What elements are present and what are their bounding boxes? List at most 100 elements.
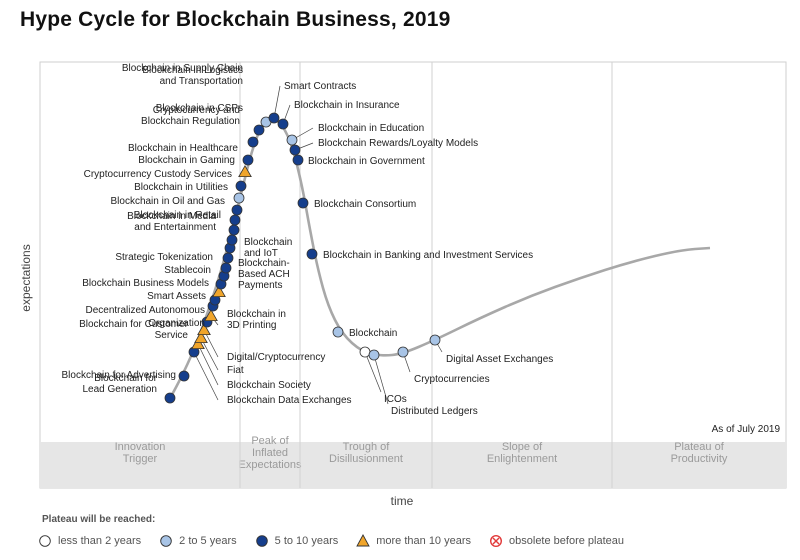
label-blockchain-in-insurance: Blockchain in Insurance bbox=[294, 100, 400, 111]
point-blockchain-and-iot bbox=[220, 262, 232, 274]
point-blockchain-consortium bbox=[297, 197, 309, 209]
label-blockchain-society: Blockchain Society bbox=[227, 380, 311, 391]
label-blockchain-in-media-and-entertainment: Blockchain in Media and Entertainment bbox=[127, 211, 216, 233]
point-blockchain-in-insurance bbox=[277, 118, 289, 130]
label-blockchain-consortium: Blockchain Consortium bbox=[314, 199, 416, 210]
point-blockchain-in-logistics-and-transportation bbox=[253, 124, 265, 136]
legend-swatch-gt10 bbox=[356, 534, 370, 547]
point-blockchain-in-csps bbox=[247, 136, 259, 148]
legend: less than 2 years 2 to 5 years 5 to 10 yea… bbox=[38, 534, 624, 548]
point-digital-cryptocurrency bbox=[197, 322, 211, 336]
axes: expectations time bbox=[19, 244, 414, 508]
point-blockchain bbox=[332, 326, 344, 338]
x-axis-label: time bbox=[391, 494, 414, 508]
point-blockchain-in-utilities bbox=[231, 204, 243, 216]
point-distributed-ledgers bbox=[368, 349, 380, 361]
label-blockchain-for-lead-generation: Blockchain for Lead Generation bbox=[82, 373, 157, 395]
point-blockchain-in-education bbox=[286, 134, 298, 146]
label-distributed-ledgers: Distributed Ledgers bbox=[391, 406, 478, 417]
leader-blockchain-society bbox=[197, 343, 219, 386]
point-blockchain-in-government bbox=[292, 154, 304, 166]
label-blockchain-in-gaming: Blockchain in Gaming bbox=[138, 155, 235, 166]
point-smart-contracts bbox=[268, 112, 280, 124]
label-blockchain-in-csps: Blockchain in CSPs bbox=[156, 103, 243, 114]
point-cryptocurrency-custody-services bbox=[233, 192, 245, 204]
legend-label-gt10: more than 10 years bbox=[376, 535, 472, 547]
label-blockchain-rewards-loyalty-models: Blockchain Rewards/Loyalty Models bbox=[318, 138, 478, 149]
label-icos: ICOs bbox=[384, 394, 407, 405]
legend-item-obsolete: obsolete before plateau bbox=[489, 534, 624, 548]
point-blockchain-rewards-loyalty-models bbox=[289, 144, 301, 156]
label-cryptocurrency-custody-services: Cryptocurrency Custody Services bbox=[84, 169, 232, 180]
point-blockchain-society bbox=[191, 336, 205, 350]
label-blockchain-in-healthcare: Blockchain in Healthcare bbox=[128, 143, 238, 154]
as-of-date: As of July 2019 bbox=[711, 424, 780, 435]
label-fiat: Fiat bbox=[227, 365, 244, 376]
label-digital-cryptocurrency: Digital/Cryptocurrency bbox=[227, 352, 325, 363]
label-blockchain-in-education: Blockchain in Education bbox=[318, 123, 424, 134]
label-strategic-tokenization: Strategic Tokenization bbox=[115, 252, 213, 263]
label-organization: Organization bbox=[148, 318, 205, 329]
label-blockchain: Blockchain bbox=[349, 328, 397, 339]
label-blockchain-in-oil-and-gas: Blockchain in Oil and Gas bbox=[110, 196, 225, 207]
point-blockchain-for-advertising bbox=[178, 370, 190, 382]
label-blockchain-in-3d-printing: Blockchain in 3D Printing bbox=[227, 309, 286, 331]
legend-swatch-lt2 bbox=[39, 535, 51, 547]
phase-dividers bbox=[239, 62, 613, 488]
label-cryptocurrencies: Cryptocurrencies bbox=[414, 374, 490, 385]
phase-label-1: Innovation Trigger bbox=[115, 441, 166, 465]
point-blockchain-based-ach-payments bbox=[212, 284, 226, 298]
point-blockchain-in-media-and-entertainment bbox=[226, 234, 238, 246]
legend-swatch-y5to10 bbox=[255, 535, 268, 547]
label-blockchain-based-ach-payments: Blockchain-Based ACH Payments bbox=[238, 258, 290, 291]
legend-label-y2to5: 2 to 5 years bbox=[179, 535, 237, 547]
phase-band: Innovation Trigger Peak of Inflated Expectat… bbox=[40, 435, 786, 488]
point-cryptocurrency-and-blockchain-regulation bbox=[242, 154, 254, 166]
chart-title: Hype Cycle for Blockchain Business, 2019 bbox=[20, 8, 451, 31]
point-blockchain-in-gaming bbox=[235, 180, 247, 192]
legend-label-obsolete: obsolete before plateau bbox=[509, 535, 624, 547]
point-cryptocurrencies bbox=[397, 346, 409, 358]
point-blockchain-in-banking-and-investment-services bbox=[306, 248, 318, 260]
point-stablecoin bbox=[222, 252, 234, 264]
phase-band-rect bbox=[40, 442, 786, 488]
label-smart-assets: Smart Assets bbox=[147, 291, 206, 302]
legend-item-lt2: less than 2 years bbox=[38, 534, 141, 548]
phase-label-5: Plateau of Productivity bbox=[671, 441, 728, 465]
phase-label-2: Peak of Inflated Expectations bbox=[239, 435, 302, 471]
legend-item-gt10: more than 10 years bbox=[356, 534, 471, 548]
label-blockchain-for-advertising: Blockchain for Advertising bbox=[61, 370, 176, 381]
label-decentralized-autonomous: Decentralized Autonomous bbox=[85, 305, 205, 316]
legend-swatch-obsolete bbox=[490, 534, 503, 548]
label-blockchain-for-customer-service: Blockchain for Customer Service bbox=[79, 319, 189, 341]
label-cryptocurrency-and-blockchain-regulation: Cryptocurrency and Blockchain Regulation bbox=[141, 105, 240, 127]
label-blockchain-in-utilities: Blockchain in Utilities bbox=[134, 182, 228, 193]
label-blockchain-data-exchanges: Blockchain Data Exchanges bbox=[227, 395, 352, 406]
leader-icos bbox=[364, 351, 382, 393]
label-blockchain-in-banking-and-investment-services: Blockchain in Banking and Investment Ser… bbox=[323, 250, 533, 261]
point-blockchain-for-lead-generation bbox=[164, 392, 176, 404]
phase-label-3: Trough of Disillusionment bbox=[329, 441, 403, 465]
label-smart-contracts: Smart Contracts bbox=[284, 81, 356, 92]
label-blockchain-in-government: Blockchain in Government bbox=[308, 156, 425, 167]
label-blockchain-in-logistics-and-transportation: Blockchain in Logistics and Transportatio… bbox=[142, 65, 243, 87]
leader-distributed-ledgers bbox=[373, 354, 389, 405]
point-blockchain-in-healthcare bbox=[238, 164, 252, 178]
leader-smart-contracts bbox=[273, 85, 281, 119]
leader-blockchain-data-exchanges bbox=[193, 351, 219, 401]
phase-label-4: Slope of Enlightenment bbox=[487, 441, 557, 465]
legend-title: Plateau will be reached: bbox=[42, 514, 156, 525]
label-blockchain-business-models: Blockchain Business Models bbox=[82, 278, 209, 289]
label-digital-asset-exchanges: Digital Asset Exchanges bbox=[446, 354, 553, 365]
point-icos bbox=[359, 346, 371, 358]
legend-label-y5to10: 5 to 10 years bbox=[274, 535, 339, 547]
point-blockchain-in-3d-printing bbox=[204, 308, 218, 322]
tech-points bbox=[164, 112, 441, 404]
legend-swatch-y2to5 bbox=[160, 535, 172, 547]
label-blockchain-and-iot: Blockchain and IoT bbox=[244, 237, 292, 259]
legend-item-y2to5: 2 to 5 years bbox=[159, 534, 237, 548]
point-digital-asset-exchanges bbox=[429, 334, 441, 346]
point-blockchain-in-retail bbox=[228, 224, 240, 236]
label-blockchain-in-retail: Blockchain in Retail bbox=[134, 210, 221, 221]
